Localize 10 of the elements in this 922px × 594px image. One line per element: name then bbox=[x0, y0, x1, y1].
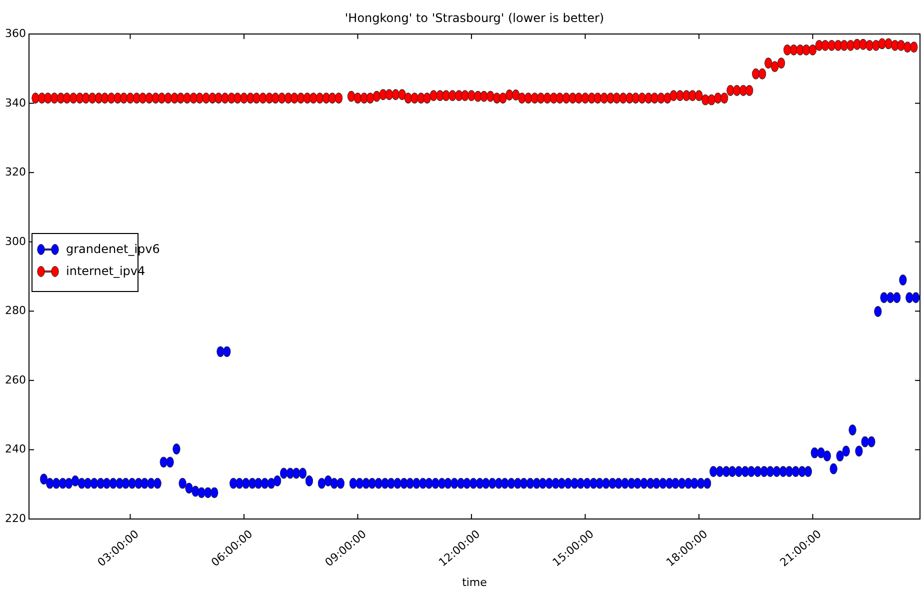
x-axis-title: time bbox=[462, 576, 488, 589]
y-tick-label: 360 bbox=[5, 27, 26, 40]
y-tick-label: 300 bbox=[5, 234, 26, 248]
y-tick-label: 260 bbox=[5, 373, 26, 386]
chart-title: 'Hongkong' to 'Strasbourg' (lower is better) bbox=[344, 11, 604, 25]
y-tick-label: 280 bbox=[5, 304, 26, 318]
y-tick-label: 340 bbox=[5, 96, 26, 110]
y-tick-label: 220 bbox=[5, 512, 26, 526]
y-tick-label: 240 bbox=[5, 442, 26, 456]
y-tick-label: 320 bbox=[5, 166, 26, 179]
